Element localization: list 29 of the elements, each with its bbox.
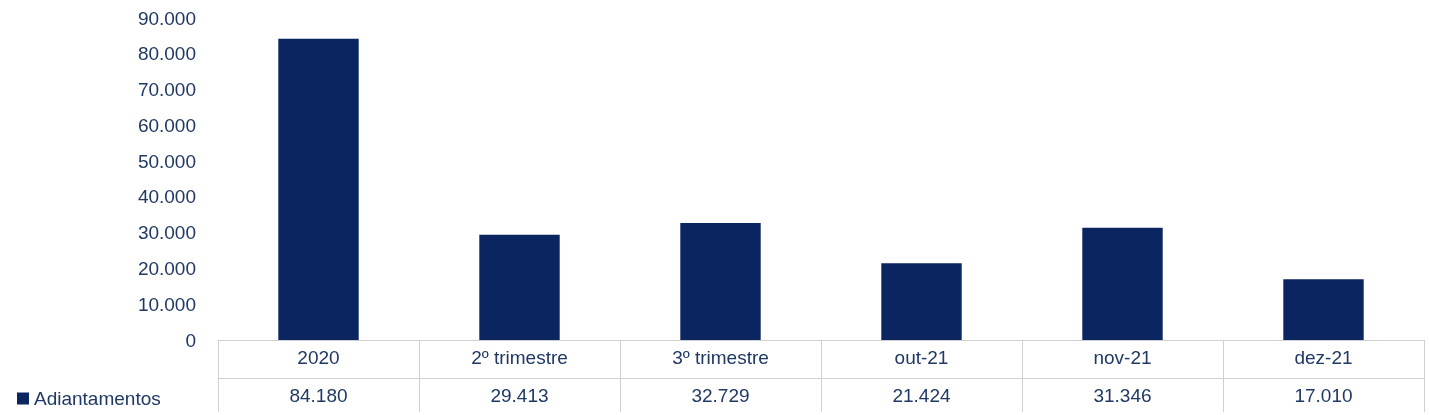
- y-tick-label: 30.000: [137, 222, 196, 244]
- bar: [1082, 227, 1163, 340]
- x-tick-label: 2º trimestre: [471, 347, 568, 368]
- data-label: 29.413: [490, 385, 549, 406]
- bar: [881, 263, 962, 340]
- x-tick-label: 2020: [297, 347, 340, 368]
- legend-label: Adiantamentos: [34, 388, 161, 409]
- bar: [1283, 279, 1364, 340]
- bar: [680, 222, 761, 340]
- data-label: 32.729: [691, 385, 750, 406]
- y-tick-label: 80.000: [137, 43, 196, 65]
- y-tick-label: 0: [185, 329, 196, 351]
- data-label: 21.424: [892, 385, 951, 406]
- y-tick-label: 20.000: [137, 257, 196, 279]
- y-tick-label: 10.000: [137, 293, 196, 315]
- x-tick-label: dez-21: [1294, 347, 1353, 368]
- x-tick-label: nov-21: [1093, 347, 1152, 368]
- y-tick-label: 90.000: [137, 7, 196, 29]
- y-tick-label: 50.000: [137, 150, 196, 172]
- data-label: 84.180: [289, 385, 348, 406]
- data-label: 17.010: [1294, 385, 1353, 406]
- bar: [479, 234, 560, 340]
- bar: [278, 38, 359, 340]
- y-tick-label: 40.000: [137, 186, 196, 208]
- y-tick-label: 60.000: [137, 114, 196, 136]
- x-tick-label: 3º trimestre: [672, 347, 769, 368]
- x-tick-label: out-21: [894, 347, 949, 368]
- data-label: 31.346: [1093, 385, 1152, 406]
- y-tick-label: 70.000: [137, 79, 196, 101]
